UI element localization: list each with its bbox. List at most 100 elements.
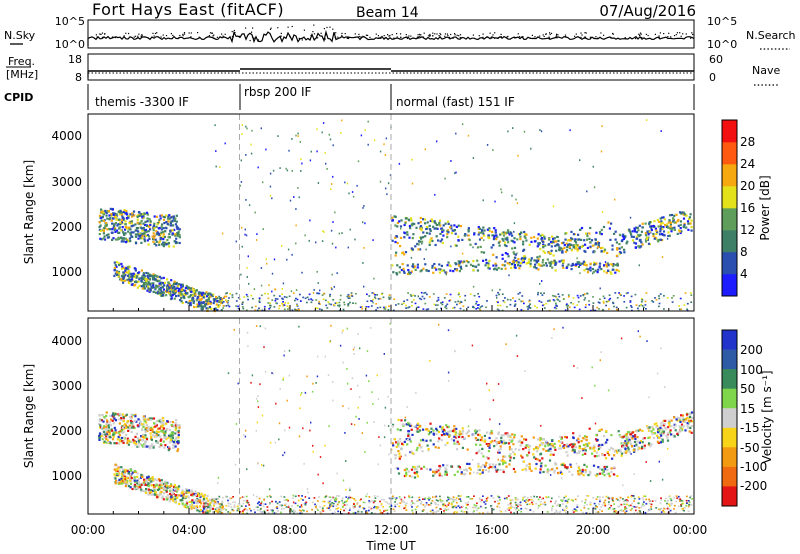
range-cell <box>178 241 181 245</box>
range-cell <box>502 231 505 234</box>
range-cell <box>634 434 637 437</box>
range-cell <box>496 441 499 444</box>
range-cell <box>485 261 488 264</box>
range-cell <box>164 430 167 433</box>
range-cell <box>459 300 462 303</box>
range-cell <box>584 469 587 472</box>
range-cell <box>395 441 398 444</box>
range-cell <box>364 307 367 309</box>
noise-search-point <box>348 37 350 40</box>
range-cell <box>581 245 584 248</box>
range-cell <box>235 300 238 302</box>
range-cell <box>575 462 578 465</box>
range-cell <box>508 463 511 466</box>
range-cell <box>342 308 345 311</box>
range-cell <box>201 295 204 298</box>
range-cell <box>616 248 619 251</box>
range-cell <box>114 482 117 485</box>
range-cell <box>543 292 545 294</box>
range-cell <box>569 129 571 132</box>
range-cell <box>195 498 198 502</box>
range-cell <box>134 419 137 422</box>
range-cell <box>501 191 503 194</box>
range-cell <box>539 453 542 456</box>
range-cell <box>533 259 536 262</box>
noise-search-point <box>658 35 660 37</box>
noise-search-point <box>332 28 334 30</box>
range-cell <box>273 258 276 261</box>
range-cell <box>615 241 618 244</box>
range-cell <box>540 424 542 427</box>
range-cell <box>669 225 672 228</box>
noise-search-point <box>639 32 642 34</box>
range-cell <box>556 298 559 301</box>
range-cell <box>178 233 181 236</box>
range-cell <box>206 511 209 514</box>
range-cell <box>350 423 353 425</box>
range-cell <box>581 397 583 399</box>
range-cell <box>607 300 610 303</box>
range-cell <box>217 305 220 308</box>
range-cell <box>173 280 176 283</box>
range-cell <box>175 490 178 493</box>
range-cell <box>658 432 661 435</box>
range-cell <box>608 308 610 310</box>
range-cell <box>409 293 412 296</box>
range-cell <box>260 127 262 130</box>
range-cell <box>522 249 525 252</box>
range-cell <box>198 510 201 513</box>
range-cell <box>403 474 406 478</box>
range-cell <box>659 227 662 230</box>
range-cell <box>528 299 531 302</box>
range-cell <box>176 449 179 453</box>
range-cell <box>127 443 130 446</box>
range-cell <box>553 469 556 472</box>
noise-search-point <box>638 33 640 35</box>
range-cell <box>580 238 583 241</box>
range-cell <box>474 432 477 435</box>
range-cell <box>396 242 399 245</box>
range-cell <box>679 426 682 429</box>
range-cell <box>366 421 368 424</box>
range-cell <box>145 277 148 281</box>
range-cell <box>526 305 529 308</box>
range-cell <box>105 438 108 441</box>
range-cell <box>572 443 575 446</box>
range-cell <box>139 234 142 237</box>
range-cell <box>155 494 158 497</box>
range-cell <box>162 495 165 498</box>
range-cell <box>425 308 428 311</box>
range-cell <box>159 292 162 295</box>
range-cell <box>524 446 527 449</box>
range-cell <box>473 232 476 235</box>
range-cell <box>625 442 628 445</box>
range-cell <box>130 278 134 281</box>
noise-search-point <box>347 37 349 39</box>
range-cell <box>174 445 177 448</box>
range-cell <box>679 420 682 423</box>
range-cell <box>150 282 153 285</box>
range-cell <box>439 232 442 235</box>
range-cell <box>637 330 639 333</box>
range-cell <box>114 272 117 275</box>
range-cell <box>175 425 178 428</box>
range-cell <box>658 460 660 463</box>
range-cell <box>152 224 156 227</box>
range-cell <box>141 435 144 438</box>
range-cell <box>637 245 641 248</box>
range-cell <box>169 222 172 225</box>
range-cell <box>123 473 126 476</box>
range-cell <box>201 495 204 498</box>
range-cell <box>474 242 477 245</box>
range-cell <box>633 227 636 230</box>
range-cell <box>425 439 428 442</box>
range-cell <box>229 293 232 295</box>
range-cell <box>610 434 613 437</box>
noise-search-point <box>444 35 446 37</box>
range-cell <box>598 472 602 475</box>
range-cell <box>652 232 655 236</box>
range-cell <box>571 244 573 247</box>
range-cell <box>176 486 179 489</box>
range-cell <box>581 468 584 471</box>
range-cell <box>250 152 253 155</box>
